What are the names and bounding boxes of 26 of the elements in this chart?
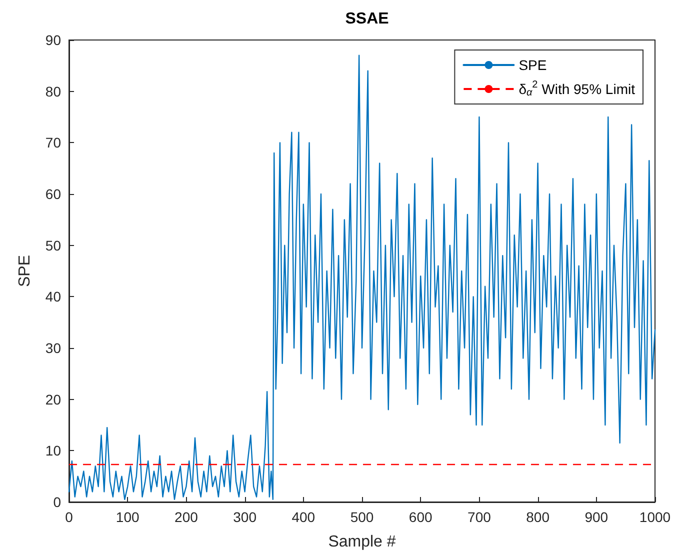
chart-title: SSAE — [345, 10, 390, 28]
x-tick-label: 1000 — [639, 509, 671, 525]
x-tick-label: 600 — [408, 509, 432, 525]
y-tick-label: 90 — [45, 32, 62, 48]
x-tick-label: 100 — [116, 509, 140, 525]
y-axis-title: SPE — [16, 254, 34, 288]
y-tick-label: 20 — [45, 391, 62, 408]
y-tick-label: 50 — [45, 237, 62, 254]
x-axis-title: Sample # — [328, 534, 396, 550]
x-tick-label: 700 — [468, 509, 492, 525]
x-tick-label: 300 — [233, 509, 257, 525]
legend-label: SPE — [518, 57, 547, 73]
y-tick-label: 60 — [45, 186, 62, 202]
y-tick-label: 10 — [45, 442, 62, 459]
y-tick-label: 30 — [45, 340, 62, 356]
x-tick-label: 900 — [584, 509, 608, 525]
x-tick-label: 800 — [526, 509, 550, 525]
y-tick-label: 40 — [45, 288, 62, 305]
y-tick-label: 70 — [45, 134, 62, 151]
x-tick-label: 0 — [65, 509, 74, 525]
line-series — [68, 54, 656, 500]
y-tick-label: 80 — [45, 83, 62, 100]
x-tick-label: 400 — [292, 509, 316, 525]
x-tick-label: 200 — [174, 509, 198, 525]
y-tick-label: 0 — [53, 494, 62, 510]
x-tick-label: 500 — [350, 509, 374, 525]
